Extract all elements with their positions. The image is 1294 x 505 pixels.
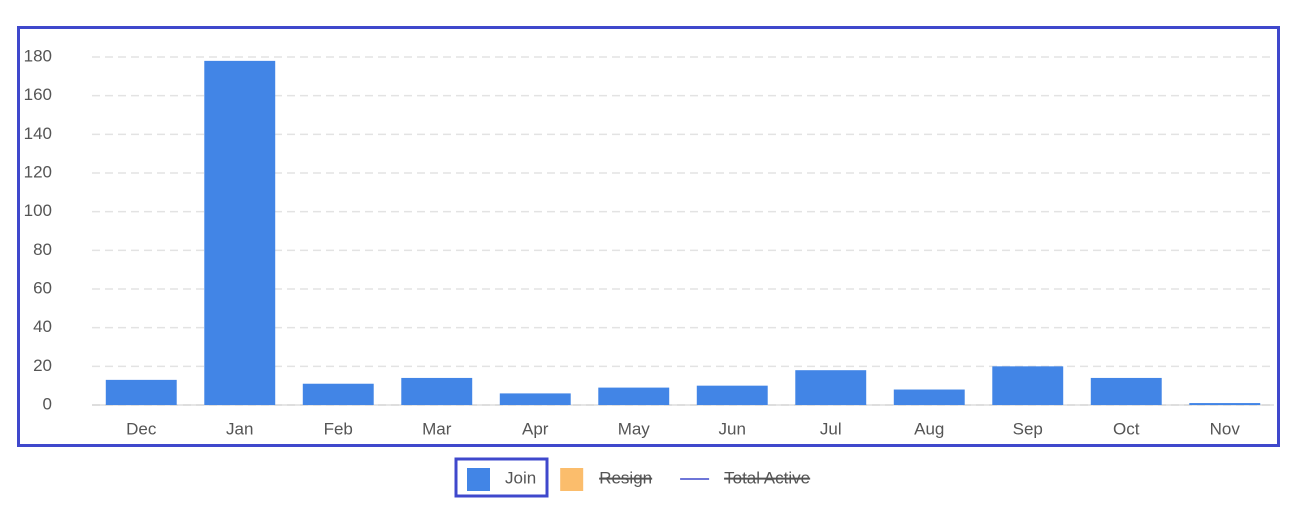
x-tick-label: Jun <box>719 419 746 438</box>
legend-label[interactable]: Total Active <box>724 468 810 487</box>
x-tick-label: Oct <box>1113 419 1140 438</box>
bar[interactable] <box>893 389 965 405</box>
x-tick-label: Mar <box>422 419 452 438</box>
bar[interactable] <box>204 60 276 405</box>
legend-label[interactable]: Resign <box>599 468 652 487</box>
x-tick-label: Apr <box>522 419 549 438</box>
x-tick-label: Jan <box>226 419 253 438</box>
y-tick-label: 40 <box>33 317 52 336</box>
bar[interactable] <box>302 383 374 405</box>
y-tick-label: 60 <box>33 278 52 297</box>
y-tick-label: 140 <box>24 124 52 143</box>
x-tick-label: Feb <box>324 419 353 438</box>
x-tick-label: May <box>618 419 651 438</box>
x-tick-label: Sep <box>1013 419 1043 438</box>
y-tick-label: 20 <box>33 356 52 375</box>
x-tick-label: Aug <box>914 419 944 438</box>
bar[interactable] <box>696 385 768 405</box>
y-tick-label: 180 <box>24 46 52 65</box>
y-tick-label: 80 <box>33 240 52 259</box>
bar[interactable] <box>105 379 177 405</box>
bar[interactable] <box>401 377 473 405</box>
x-tick-label: Dec <box>126 419 157 438</box>
x-tick-label: Jul <box>820 419 842 438</box>
x-tick-label: Nov <box>1210 419 1241 438</box>
bar[interactable] <box>992 366 1064 405</box>
bar[interactable] <box>598 387 670 405</box>
highlight-frame <box>17 26 1280 447</box>
y-tick-label: 100 <box>24 201 52 220</box>
legend-swatch[interactable] <box>467 468 490 491</box>
bar[interactable] <box>795 370 867 405</box>
bar[interactable] <box>499 393 571 405</box>
bar[interactable] <box>1090 377 1162 405</box>
legend-swatch[interactable] <box>560 468 584 491</box>
y-tick-label: 120 <box>24 162 52 181</box>
bar[interactable] <box>1189 403 1261 405</box>
legend-label[interactable]: Join <box>505 468 536 487</box>
legend-highlight <box>454 457 549 498</box>
y-tick-label: 0 <box>43 394 52 413</box>
y-tick-label: 160 <box>24 85 52 104</box>
